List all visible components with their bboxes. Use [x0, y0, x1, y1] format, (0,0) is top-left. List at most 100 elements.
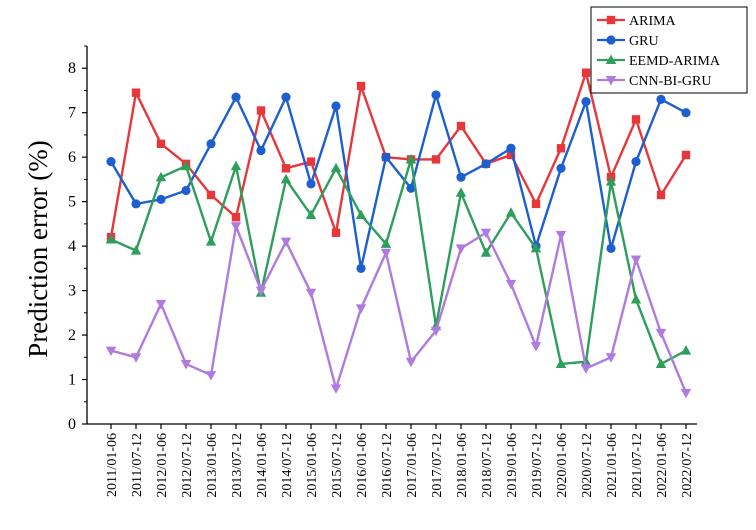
series-line	[109, 71, 688, 238]
x-tick-label: 2013/01-06	[205, 433, 220, 498]
data-point	[531, 199, 541, 209]
data-point	[505, 279, 517, 290]
data-point	[131, 88, 141, 97]
data-point	[655, 328, 667, 339]
x-tick-label: 2018/01-06	[455, 433, 470, 498]
data-point	[256, 106, 266, 115]
data-point	[481, 159, 491, 169]
data-point	[330, 162, 342, 173]
data-point	[431, 155, 441, 164]
data-point	[430, 326, 442, 337]
x-tick-label: 2017/01-06	[405, 433, 420, 498]
legend-item: EEMD-ARIMA	[597, 54, 721, 69]
data-point	[480, 228, 492, 239]
series-line	[110, 158, 687, 366]
data-point	[506, 143, 516, 153]
x-tick-label: 2018/07-12	[480, 433, 495, 498]
data-point	[230, 160, 242, 171]
x-tick-label: 2016/01-06	[355, 433, 370, 498]
series-layer	[105, 68, 692, 399]
legend-label: GRU	[629, 34, 659, 49]
data-point	[155, 299, 167, 310]
data-point	[456, 121, 466, 131]
data-point	[405, 153, 417, 164]
legend-item: GRU	[597, 34, 659, 49]
data-point	[381, 152, 391, 162]
data-point	[555, 358, 567, 368]
data-point	[156, 194, 166, 205]
data-point	[631, 115, 641, 124]
data-point	[605, 353, 617, 363]
data-point	[656, 190, 666, 200]
data-point	[206, 190, 216, 200]
data-point	[231, 92, 241, 102]
data-point	[130, 245, 142, 255]
y-tick-label: 6	[68, 149, 76, 166]
data-point	[281, 164, 291, 173]
data-point	[506, 150, 516, 160]
data-point	[656, 94, 666, 104]
data-point	[530, 242, 542, 253]
data-point	[181, 185, 191, 196]
x-tick-label: 2021/01-06	[605, 433, 620, 498]
y-tick-label: 4	[68, 238, 76, 255]
data-point	[355, 304, 367, 314]
series-eemd-arima	[105, 153, 692, 368]
legend-marker	[606, 35, 616, 45]
series-line	[110, 224, 688, 394]
y-tick-label: 1	[68, 372, 76, 389]
data-point	[555, 231, 567, 241]
series-gru	[106, 90, 691, 273]
data-point	[605, 176, 617, 186]
data-point	[180, 359, 192, 370]
x-tick-label: 2017/07-12	[430, 433, 445, 498]
x-tick-label: 2016/07-12	[380, 433, 395, 498]
data-point	[331, 228, 341, 237]
data-point	[581, 68, 591, 77]
y-axis-title: Prediction error (%)	[23, 140, 53, 357]
data-point	[156, 139, 166, 149]
x-tick-label: 2011/01-06	[105, 433, 120, 497]
data-point	[556, 163, 566, 173]
data-point	[356, 263, 366, 273]
series-line	[109, 93, 687, 270]
data-point	[655, 358, 667, 368]
data-point	[530, 342, 542, 352]
y-tick-label: 5	[68, 194, 76, 211]
data-point	[131, 199, 141, 209]
legend-label: EEMD-ARIMA	[629, 54, 721, 69]
legend-marker	[605, 76, 617, 86]
data-point	[356, 81, 366, 91]
data-point	[130, 353, 142, 363]
data-point	[305, 288, 317, 299]
series-arima	[106, 68, 691, 242]
x-tick-label: 2013/07-12	[230, 433, 245, 498]
data-point	[630, 255, 642, 265]
data-point	[431, 90, 441, 100]
data-point	[581, 96, 591, 107]
data-point	[231, 213, 241, 222]
x-tick-label: 2019/01-06	[505, 433, 520, 498]
x-tick-label: 2022/07-12	[680, 433, 695, 498]
data-point	[230, 222, 242, 232]
data-point	[355, 209, 367, 219]
x-tick-label: 2012/01-06	[155, 433, 170, 498]
data-point	[456, 172, 466, 182]
data-point	[105, 233, 117, 244]
data-point	[556, 144, 566, 153]
data-point	[281, 92, 291, 102]
data-point	[406, 183, 416, 193]
data-point	[380, 238, 392, 248]
data-point	[580, 356, 592, 366]
data-point	[680, 345, 692, 355]
x-tick-label: 2015/01-06	[305, 433, 320, 498]
data-point	[330, 384, 342, 394]
data-point	[380, 248, 392, 259]
x-tick-label: 2014/07-12	[280, 433, 295, 498]
data-point	[680, 388, 692, 399]
x-tick-label: 2012/07-12	[180, 433, 195, 498]
legend-label: ARIMA	[629, 14, 677, 29]
y-tick-label: 8	[68, 60, 76, 77]
data-point	[255, 286, 267, 297]
x-tick-label: 2020/07-12	[580, 433, 595, 498]
